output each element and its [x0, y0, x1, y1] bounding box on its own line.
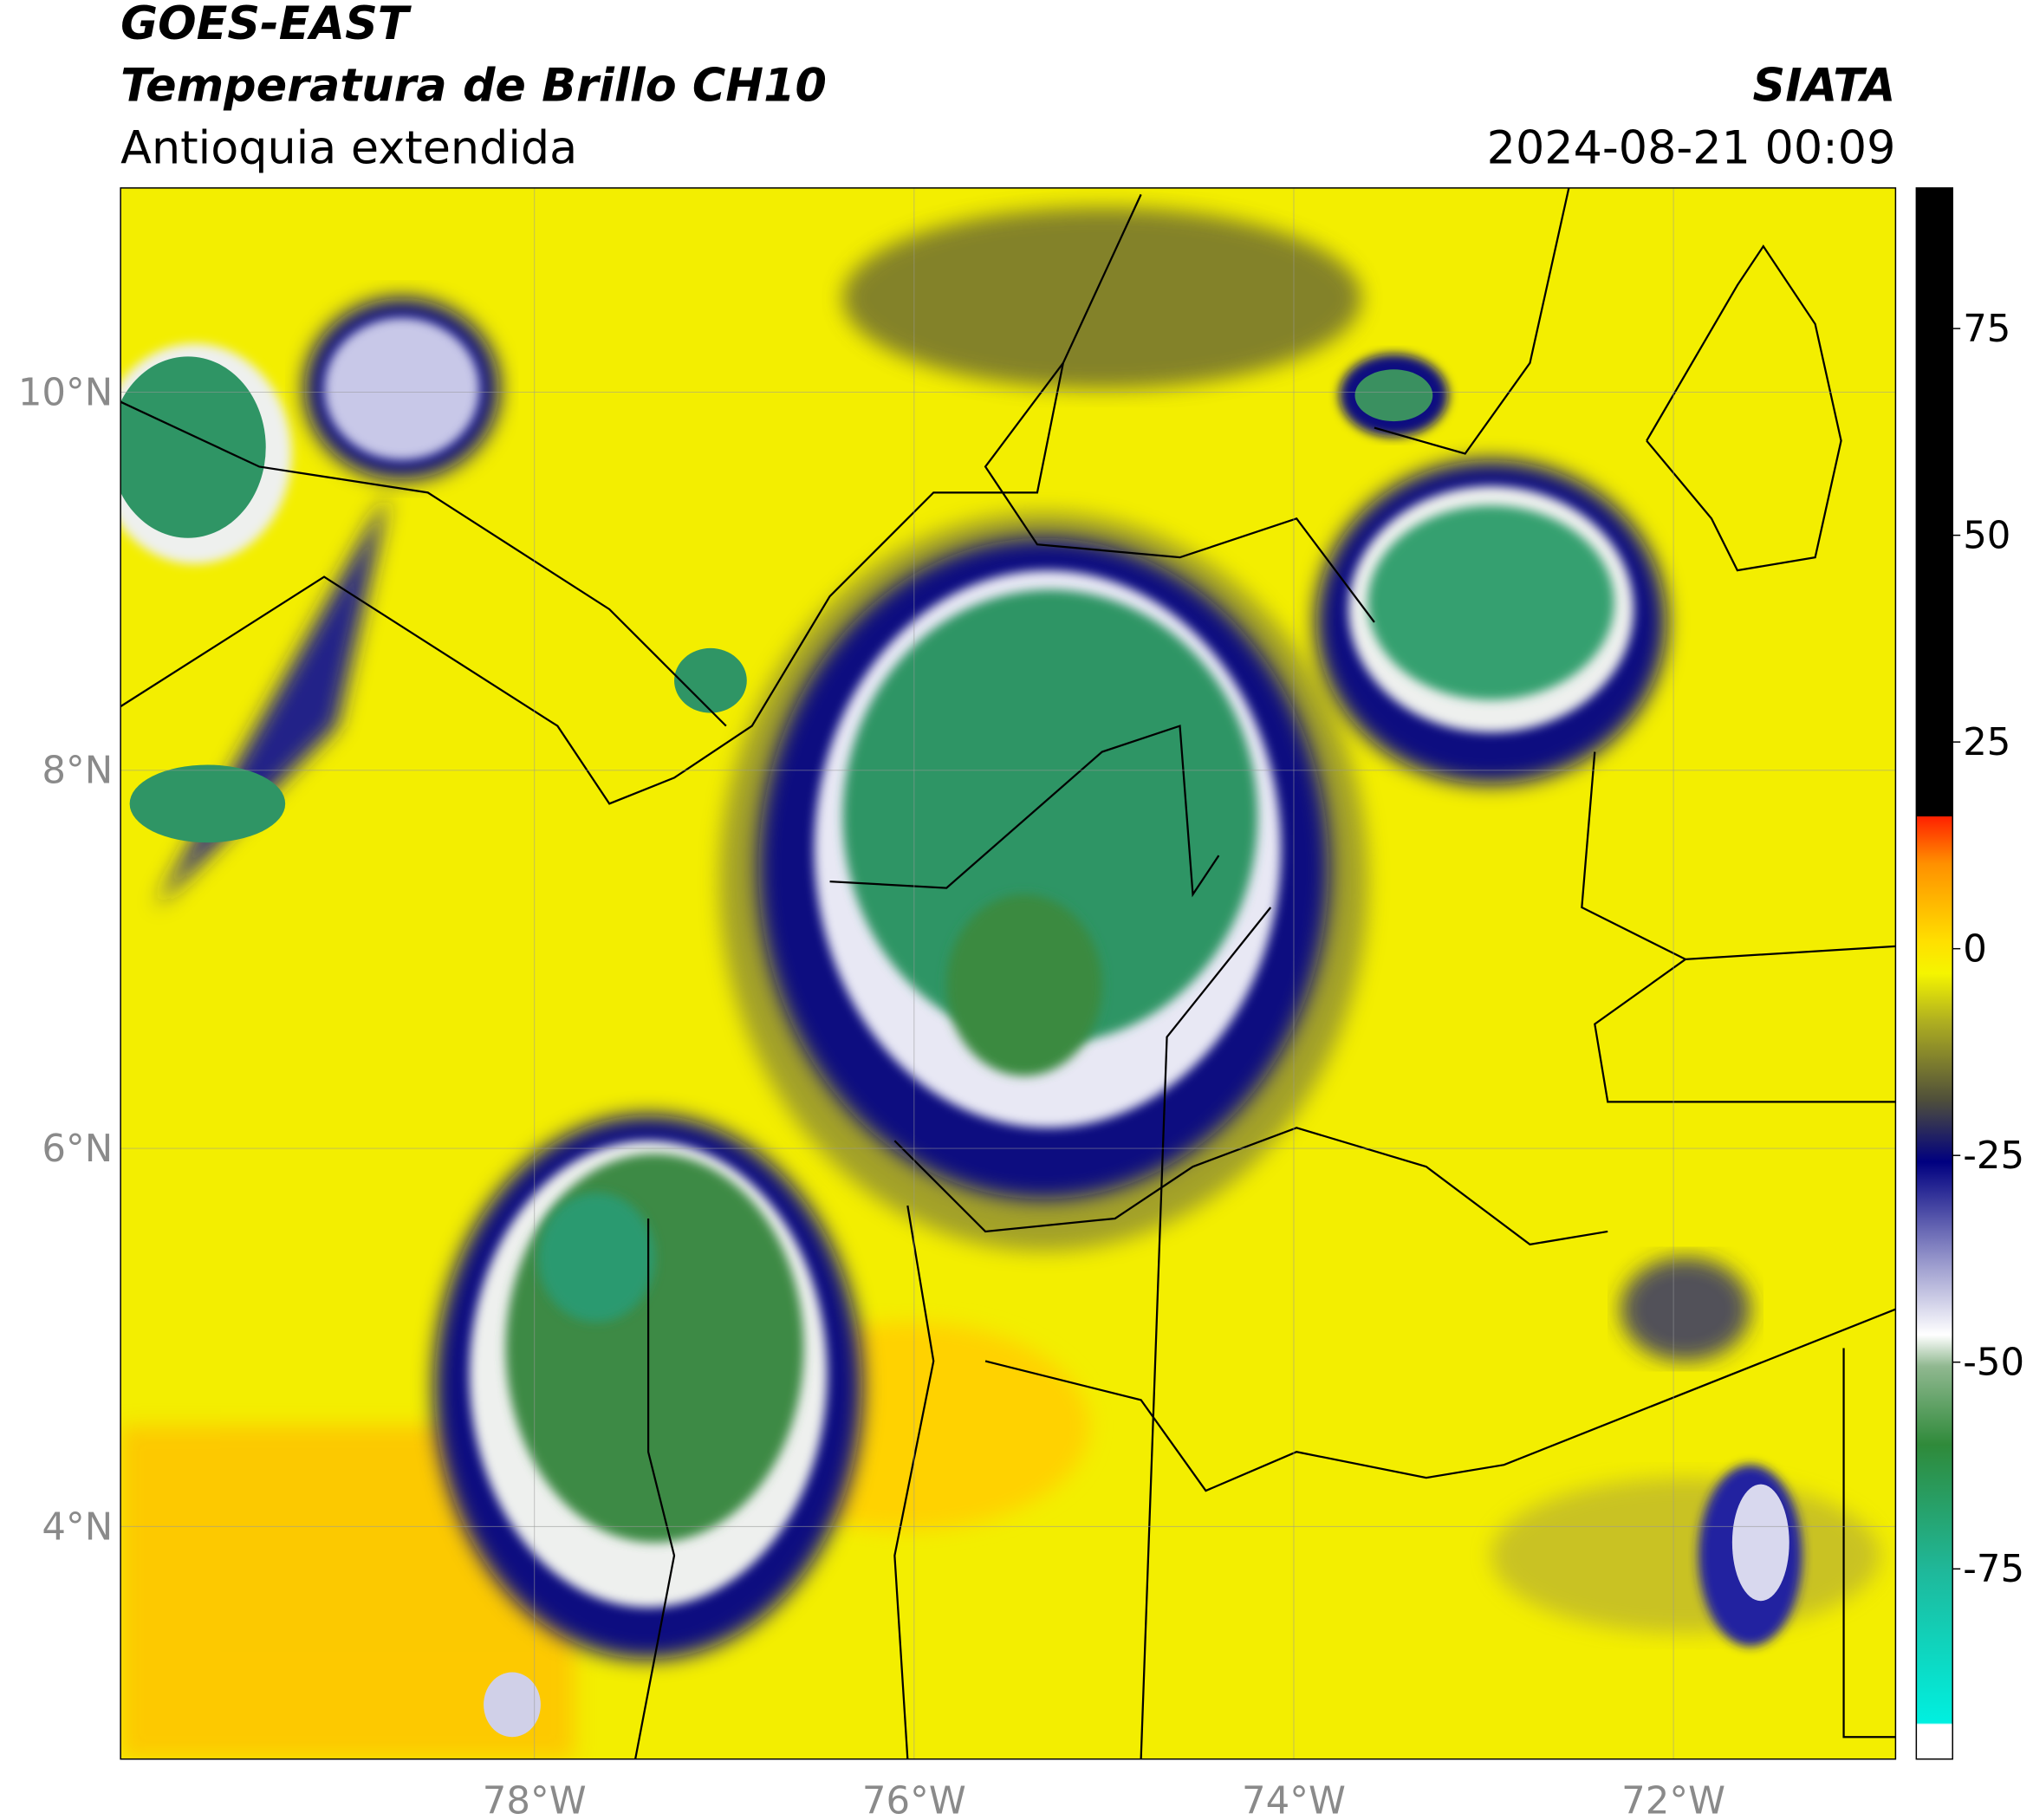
lon-label: 76°W: [862, 1780, 966, 1820]
map-frame: [120, 187, 1897, 1760]
satellite-image: [120, 187, 1896, 1759]
region: Antioquia extendida: [120, 121, 577, 174]
colorbar-tick-label: -25: [1963, 1134, 2024, 1178]
colorbar-tick-label: 25: [1963, 721, 2010, 764]
title: GOES-EAST: [120, 0, 412, 50]
colorbar: [1915, 187, 1953, 1760]
colorbar-tick-label: 0: [1963, 928, 1987, 972]
datetime: 2024-08-21 00:09: [1487, 121, 1896, 174]
source: SIATA: [1753, 60, 1896, 113]
colorbar-tick-label: 75: [1963, 308, 2010, 351]
subtitle: Temperatura de Brillo CH10: [120, 60, 827, 113]
lat-label: 8°N: [42, 750, 113, 793]
lat-label: 10°N: [18, 371, 113, 414]
lon-label: 78°W: [483, 1780, 587, 1820]
colorbar-tick-label: 50: [1963, 515, 2010, 558]
lat-label: 4°N: [42, 1505, 113, 1549]
colorbar-tick-label: -75: [1963, 1548, 2024, 1591]
lon-label: 72°W: [1621, 1780, 1725, 1820]
lon-label: 74°W: [1242, 1780, 1346, 1820]
colorbar-tick-label: -50: [1963, 1342, 2024, 1385]
lat-label: 6°N: [42, 1128, 113, 1171]
